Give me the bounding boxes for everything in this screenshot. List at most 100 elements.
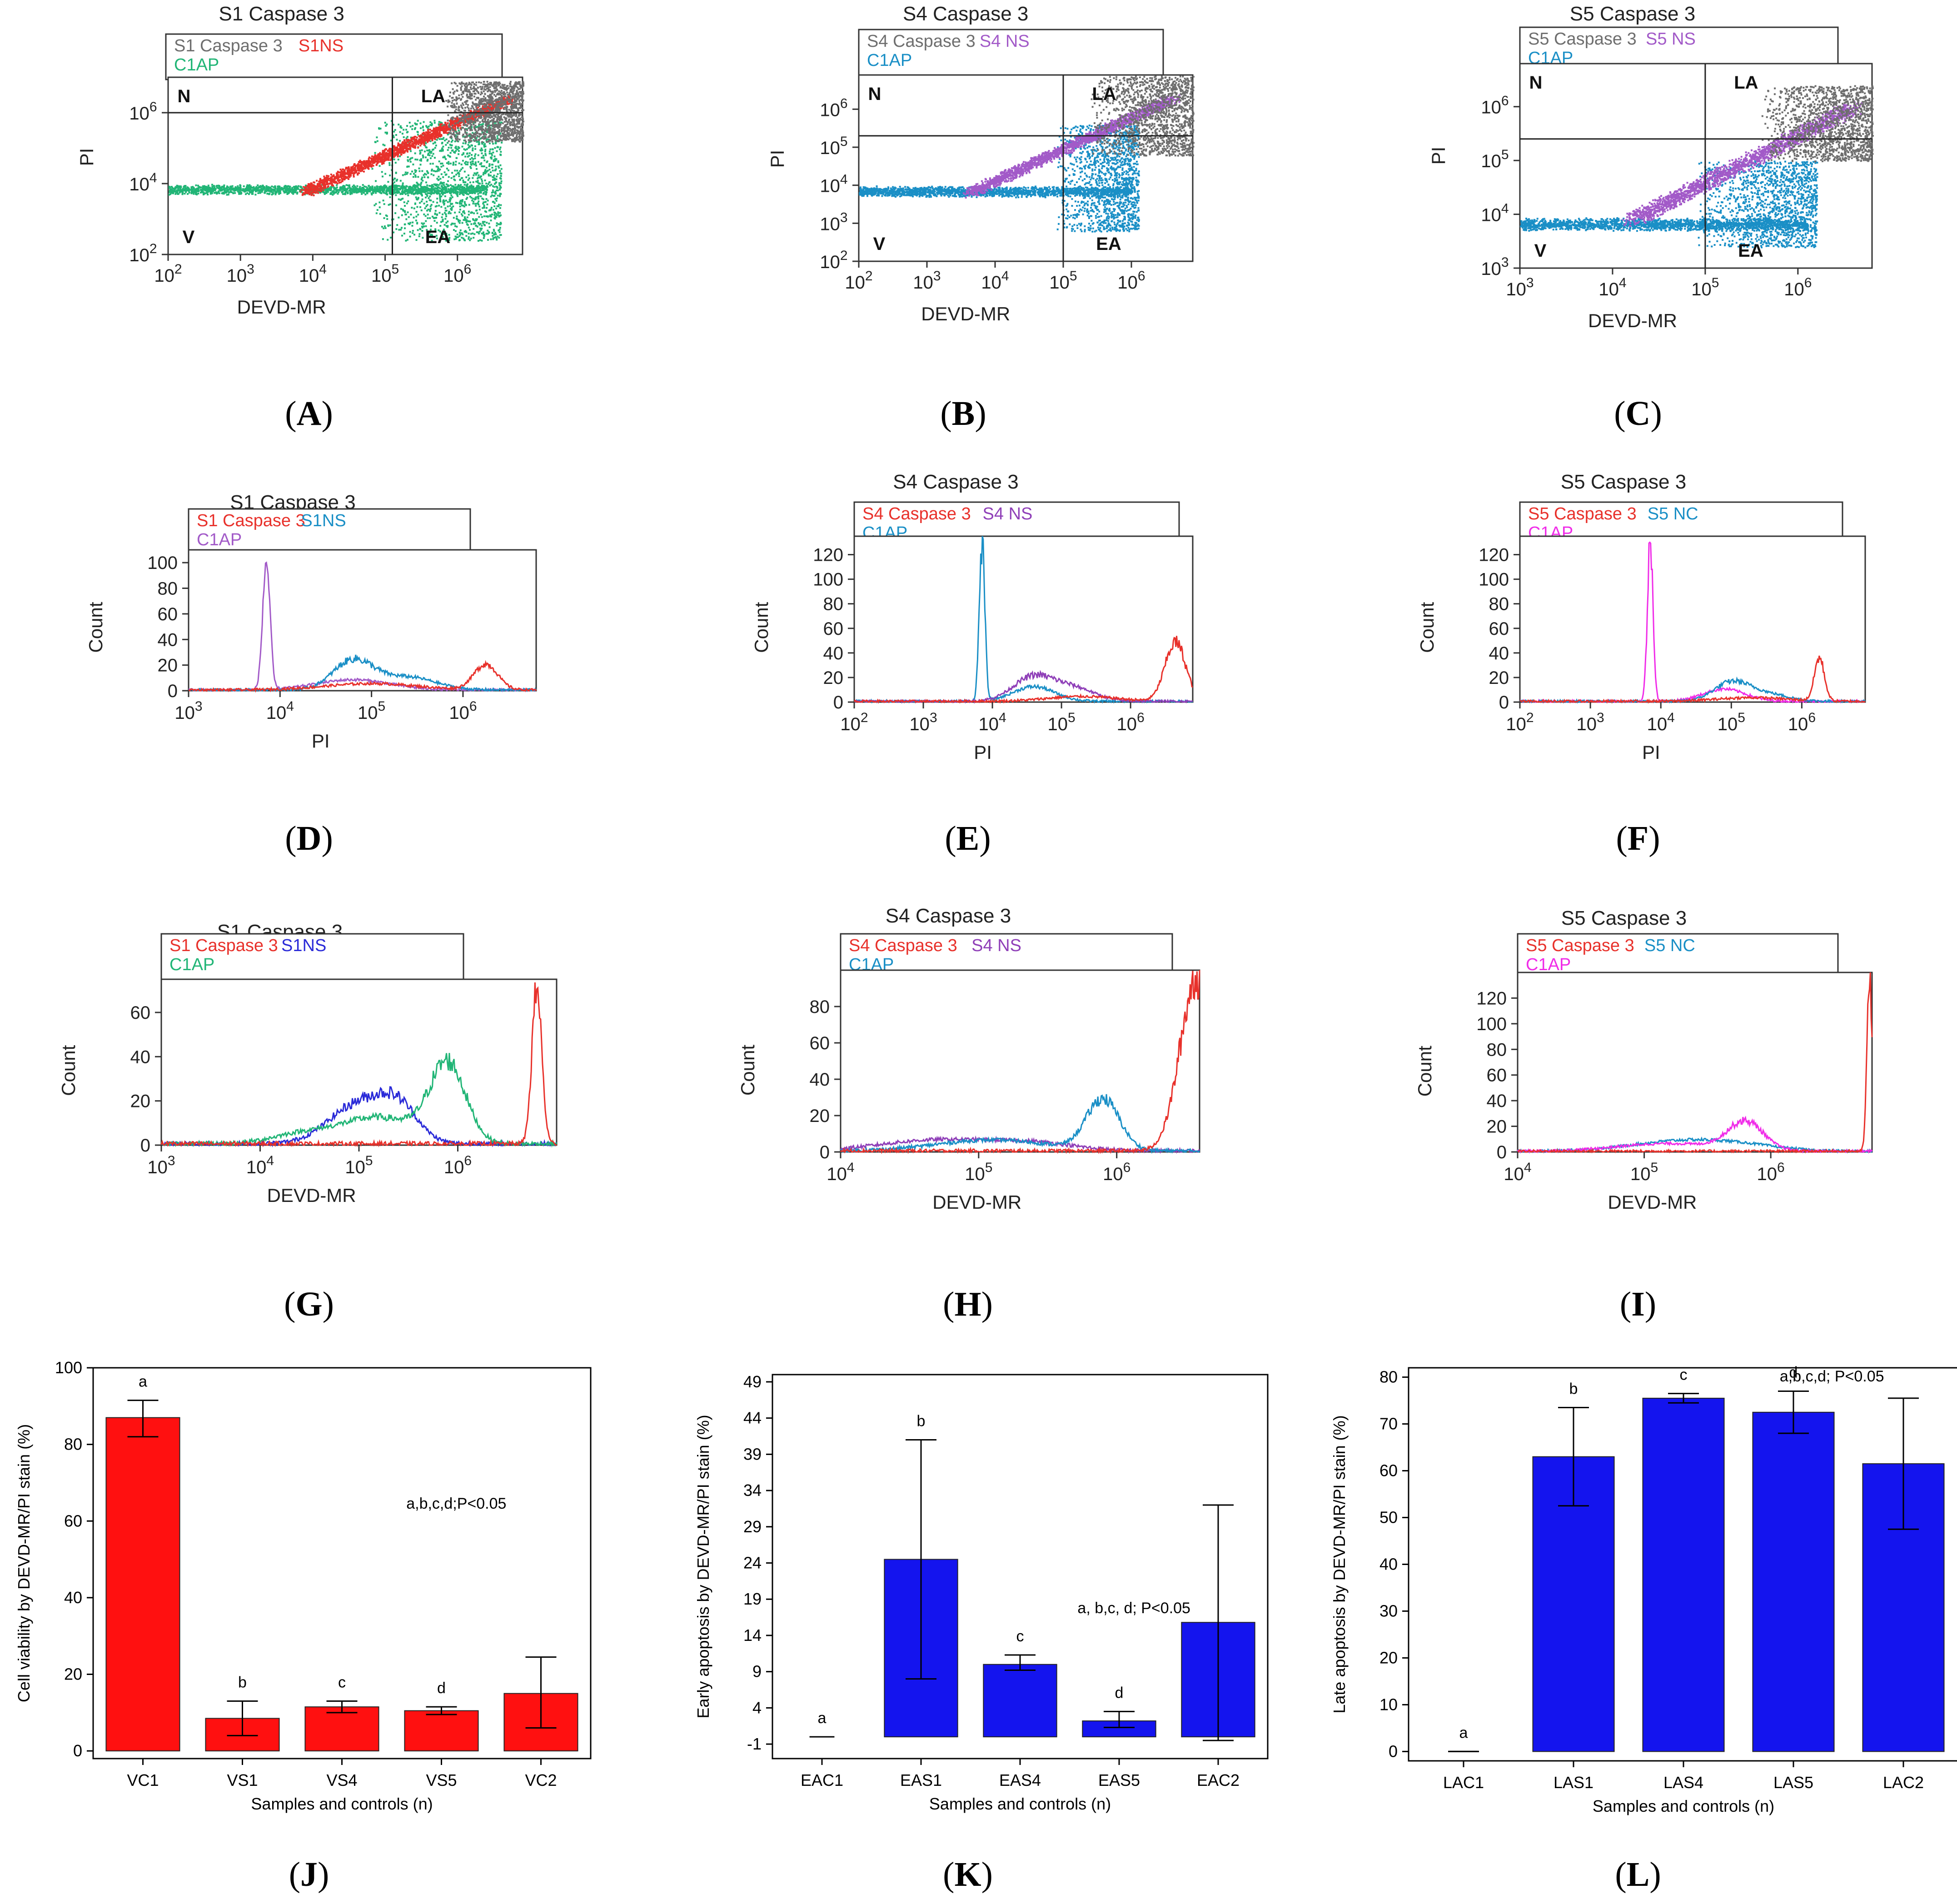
event-dot <box>422 179 424 182</box>
event-dot <box>400 198 403 200</box>
event-dot <box>376 187 378 189</box>
event-dot <box>341 191 343 194</box>
event-dot <box>379 189 381 192</box>
event-dot <box>456 193 458 195</box>
event-dot <box>463 148 465 150</box>
event-dot <box>488 164 491 166</box>
event-dot <box>486 138 488 140</box>
event-dot <box>356 191 358 193</box>
event-dot <box>317 189 319 191</box>
plot-area <box>167 76 523 255</box>
event-dot <box>425 190 427 193</box>
event-dot <box>428 132 430 134</box>
event-dot <box>239 186 241 189</box>
event-dot <box>463 192 465 194</box>
event-dot <box>251 187 254 189</box>
event-dot <box>461 154 463 156</box>
event-dot <box>249 189 252 191</box>
event-dot <box>262 184 264 187</box>
event-dot <box>382 190 384 193</box>
event-dot <box>493 211 496 214</box>
event-dot <box>289 191 292 193</box>
event-dot <box>279 188 282 190</box>
event-dot <box>333 186 335 189</box>
event-dot <box>451 206 453 209</box>
event-dot <box>465 161 467 163</box>
event-dot <box>202 186 204 189</box>
event-dot <box>482 207 484 209</box>
event-dot <box>407 159 409 161</box>
event-dot <box>451 196 453 198</box>
event-dot <box>239 185 241 188</box>
event-dot <box>441 147 443 150</box>
event-dot <box>335 188 337 190</box>
event-dot <box>245 188 247 190</box>
event-dot <box>342 193 344 195</box>
event-dot <box>453 217 455 219</box>
event-dot <box>182 188 184 190</box>
event-dot <box>335 190 338 192</box>
event-dot <box>378 190 379 193</box>
event-dot <box>421 149 423 151</box>
event-dot <box>482 233 484 235</box>
event-dot <box>495 158 498 160</box>
event-dot <box>430 185 432 187</box>
event-dot <box>434 189 436 191</box>
event-dot <box>462 193 464 195</box>
event-dot <box>462 167 464 169</box>
event-dot <box>279 192 282 194</box>
event-dot <box>495 185 498 188</box>
event-dot <box>408 190 410 192</box>
event-dot <box>470 127 473 129</box>
event-dot <box>462 179 464 182</box>
event-dot <box>279 189 281 191</box>
event-dot <box>246 192 249 194</box>
event-dot <box>497 211 499 214</box>
event-dot <box>456 225 458 228</box>
event-dot <box>480 214 482 216</box>
event-dot <box>184 185 187 187</box>
event-dot <box>203 192 205 194</box>
event-dot <box>498 205 500 208</box>
event-dot <box>423 187 425 189</box>
event-dot <box>348 189 350 192</box>
event-dot <box>226 191 228 193</box>
event-dot <box>452 163 454 165</box>
event-dot <box>468 220 470 223</box>
event-dot <box>472 198 474 200</box>
event-dot <box>202 185 204 187</box>
event-dot <box>422 140 424 141</box>
event-dot <box>447 205 449 208</box>
event-dot <box>314 181 315 184</box>
event-dot <box>278 193 280 195</box>
event-dot <box>490 207 493 209</box>
event-dot <box>493 176 495 179</box>
event-dot <box>321 191 324 193</box>
event-dot <box>389 203 391 205</box>
event-dot <box>412 221 414 224</box>
event-dot <box>417 229 419 231</box>
event-dot <box>251 190 253 192</box>
event-dot <box>409 161 412 163</box>
event-dot <box>482 203 484 205</box>
event-dot <box>454 184 457 186</box>
event-dot <box>455 160 457 163</box>
event-dot <box>492 209 494 211</box>
event-dot <box>423 129 424 131</box>
event-dot <box>492 238 494 240</box>
event-dot <box>431 215 433 218</box>
event-dot <box>495 141 497 143</box>
event-dot <box>415 184 417 187</box>
event-dot <box>326 186 329 188</box>
event-dot <box>330 182 333 184</box>
event-dot <box>419 206 422 208</box>
event-dot <box>415 215 418 218</box>
event-dot <box>277 185 279 188</box>
event-dot <box>416 181 418 184</box>
event-dot <box>408 186 410 188</box>
event-dot <box>466 189 468 192</box>
event-dot <box>481 232 483 234</box>
event-dot <box>468 155 470 157</box>
event-dot <box>476 189 478 191</box>
event-dot <box>252 190 254 192</box>
